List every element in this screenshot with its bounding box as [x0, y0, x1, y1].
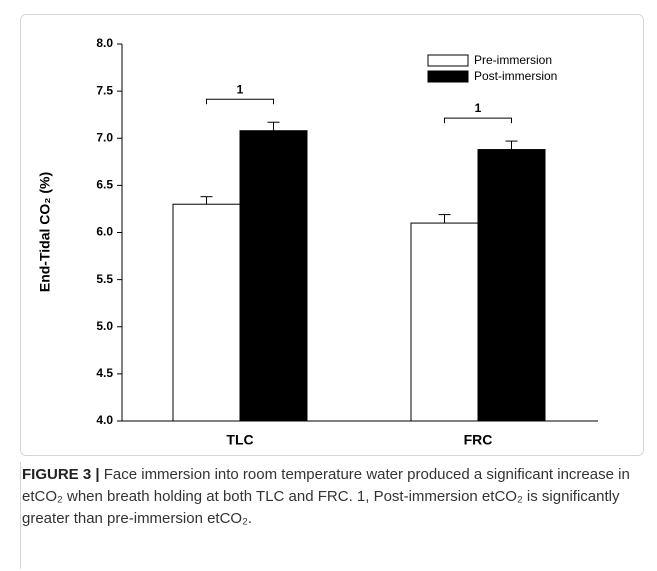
significance-label: 1 — [237, 82, 244, 96]
bar — [410, 222, 479, 422]
legend-swatch — [427, 70, 469, 83]
significance-bracket — [206, 98, 274, 105]
y-tick-label: 6.5 — [96, 178, 113, 192]
y-tick-label: 5.5 — [96, 272, 113, 286]
significance-bracket — [444, 117, 512, 124]
x-tick-label: FRC — [464, 432, 493, 448]
error-bar — [267, 121, 280, 131]
legend-label: Post-immersion — [474, 69, 557, 83]
y-tick-label: 4.0 — [96, 413, 113, 427]
y-tick-label: 5.0 — [96, 319, 113, 333]
y-tick-label: 4.5 — [96, 366, 113, 380]
error-bar — [505, 140, 518, 150]
error-bar — [438, 214, 451, 224]
legend-label: Pre-immersion — [474, 53, 552, 67]
bar — [239, 130, 308, 422]
chart: End-Tidal CO₂ (%) 4.0 4.5 5.0 5.5 6.0 6.5 7.0 7… — [37, 36, 598, 448]
bar — [172, 203, 241, 422]
x-tick-label: TLC — [226, 432, 253, 448]
caption-text: Face immersion into room temperature wat… — [22, 466, 630, 527]
legend-swatch — [427, 54, 469, 67]
bar — [477, 149, 546, 422]
figure-label: FIGURE 3 | — [22, 466, 100, 483]
y-tick-label: 8.0 — [96, 36, 113, 50]
y-tick-label: 7.5 — [96, 83, 113, 97]
error-bar — [200, 196, 213, 205]
figure-frame — [20, 14, 644, 456]
y-tick-label: 7.0 — [96, 130, 113, 144]
significance-label: 1 — [475, 101, 482, 115]
caption: FIGURE 3 | Face immersion into room temp… — [20, 462, 640, 569]
y-axis-label: End-Tidal CO₂ (%) — [37, 172, 53, 292]
y-tick-label: 6.0 — [96, 225, 113, 239]
